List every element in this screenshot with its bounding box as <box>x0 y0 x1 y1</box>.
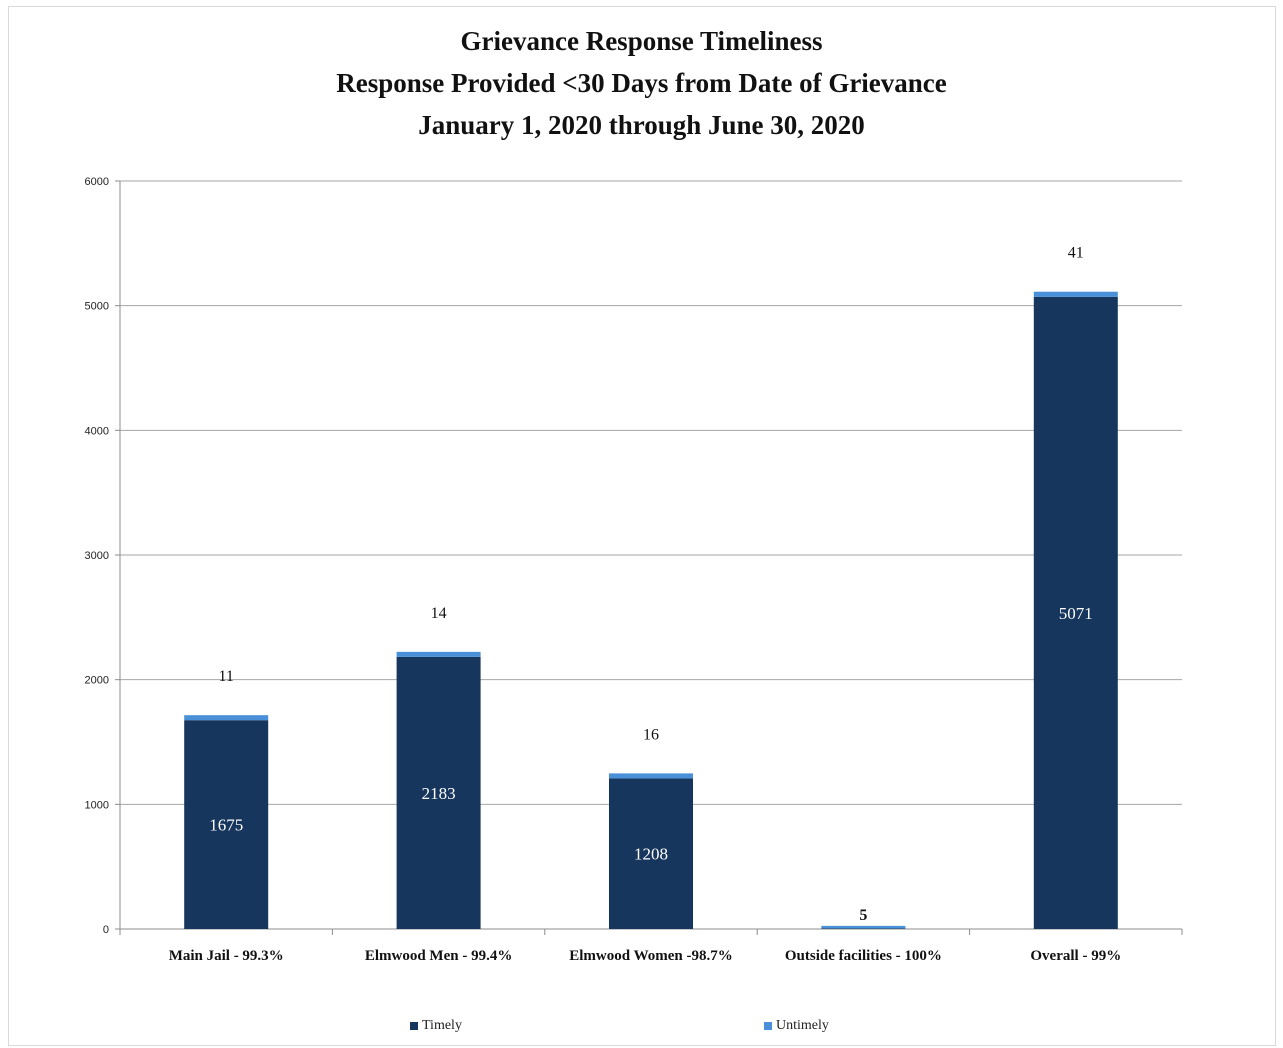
data-label-timely-4: 5071 <box>1059 604 1093 623</box>
y-tick-label-1000: 1000 <box>85 799 109 811</box>
y-tick-label-6000: 6000 <box>85 176 109 188</box>
bar-untimely-2 <box>609 773 693 779</box>
x-category-label-2: Elmwood Women -98.7% <box>569 948 732 964</box>
legend-item-untimely: Untimely <box>764 1018 829 1034</box>
data-label-untimely-2: 16 <box>643 726 659 743</box>
data-label-untimely-1: 14 <box>431 605 447 622</box>
bar-untimely-3 <box>821 925 906 929</box>
legend-item-timely: Timely <box>410 1018 462 1034</box>
legend-swatch-untimely <box>764 1022 772 1030</box>
legend-label-untimely: Untimely <box>776 1018 829 1033</box>
data-label-untimely-4: 41 <box>1068 245 1084 262</box>
data-label-untimely-0: 11 <box>218 668 233 685</box>
data-label-timely-0: 1675 <box>209 816 243 835</box>
data-label-timely-2: 1208 <box>634 845 668 864</box>
bar-timely-3 <box>821 928 906 929</box>
bar-timely-2 <box>609 778 693 929</box>
y-tick-label-0: 0 <box>103 924 109 936</box>
x-category-label-0: Main Jail - 99.3% <box>169 948 284 964</box>
legend: Timely Untimely <box>0 1018 1283 1040</box>
chart-title-line-3: January 1, 2020 through June 30, 2020 <box>418 110 865 140</box>
x-category-label-1: Elmwood Men - 99.4% <box>365 948 513 964</box>
y-tick-label-5000: 5000 <box>85 301 109 313</box>
bar-untimely-0 <box>184 715 269 721</box>
x-category-label-4: Overall - 99% <box>1030 948 1121 964</box>
legend-swatch-timely <box>410 1022 418 1030</box>
data-label-timely-3: 5 <box>859 907 867 924</box>
chart-title: Grievance Response Timeliness Response P… <box>0 20 1283 146</box>
y-tick-label-3000: 3000 <box>85 550 109 562</box>
bar-untimely-4 <box>1033 291 1118 297</box>
y-tick-label-2000: 2000 <box>85 675 109 687</box>
bar-timely-1 <box>396 656 481 929</box>
x-category-label-3: Outside facilities - 100% <box>785 948 942 964</box>
data-label-timely-1: 2183 <box>422 784 456 803</box>
chart-title-line-1: Grievance Response Timeliness <box>460 26 823 56</box>
bar-timely-4 <box>1033 296 1118 930</box>
legend-label-timely: Timely <box>422 1018 462 1033</box>
y-tick-label-4000: 4000 <box>85 425 109 437</box>
chart-title-line-2: Response Provided <30 Days from Date of … <box>336 68 947 98</box>
bar-untimely-1 <box>396 651 481 657</box>
bar-timely-0 <box>184 720 269 929</box>
